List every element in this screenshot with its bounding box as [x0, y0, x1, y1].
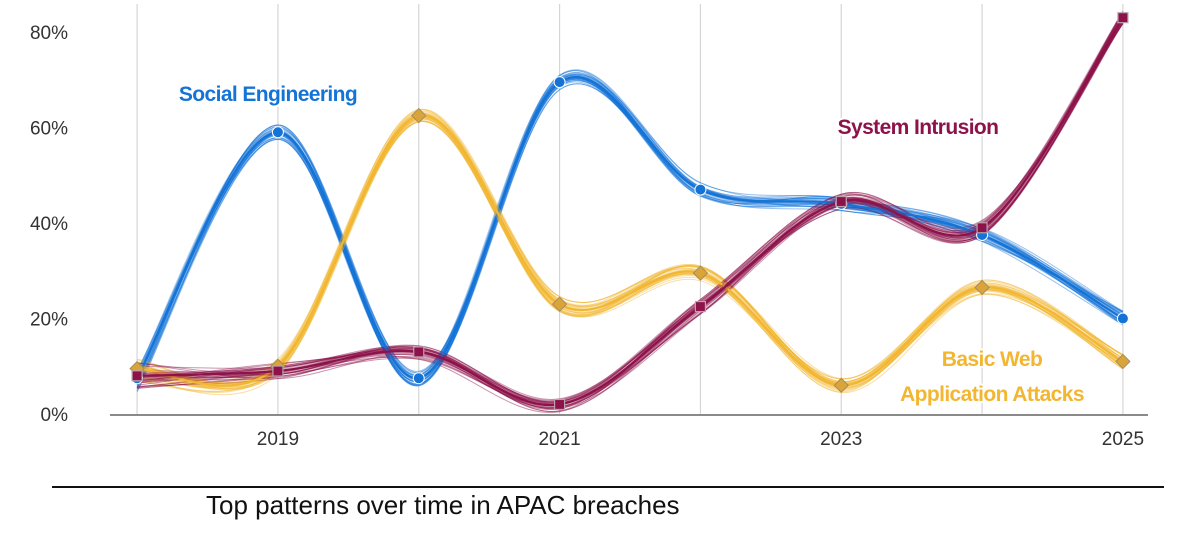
chart-caption: Top patterns over time in APAC breaches: [206, 490, 680, 520]
chart: 0% 20% 40% 60% 80% 2019 2021 2023 2025 Social E…: [30, 4, 1148, 450]
bundle-line: [137, 121, 1124, 390]
bundle-line: [137, 23, 1124, 404]
bundle-line: [137, 21, 1124, 412]
y-tick-label: 40%: [30, 214, 68, 235]
y-tick-label: 60%: [30, 119, 68, 140]
bundle-line: [137, 119, 1124, 388]
y-axis: 0% 20% 40% 60% 80%: [30, 23, 68, 426]
point-social-engineering: [271, 126, 284, 139]
point-system-intrusion: [131, 370, 143, 382]
series-label-system-intrusion: System Intrusion: [838, 116, 999, 139]
point-social-engineering: [1116, 312, 1129, 325]
x-tick-label: 2023: [820, 429, 862, 450]
bundle-line: [137, 12, 1124, 403]
series-label-basic-web-application-attacks: Basic Web: [942, 348, 1042, 371]
series-lines: [134, 15, 1126, 409]
point-basic-web-application-attacks: [692, 265, 709, 281]
x-tick-label: 2021: [538, 429, 580, 450]
point-basic-web-application-attacks: [1115, 353, 1131, 370]
bundle-line: [136, 83, 1124, 388]
point-social-engineering: [412, 372, 425, 385]
point-basic-web-application-attacks: [974, 279, 990, 296]
bundle-line: [137, 13, 1124, 406]
point-basic-web-application-attacks: [833, 377, 849, 394]
x-axis: 2019 2021 2023 2025: [110, 414, 1148, 450]
point-system-intrusion: [976, 222, 988, 234]
y-tick-label: 80%: [30, 23, 68, 44]
bundle-line: [137, 19, 1124, 406]
point-basic-web-application-attacks: [411, 107, 427, 124]
point-social-engineering: [694, 183, 707, 196]
bundle-line: [137, 109, 1124, 390]
bundle-line: [137, 120, 1124, 387]
series-label-basic-web-application-attacks: Application Attacks: [900, 383, 1084, 406]
point-system-intrusion: [694, 300, 707, 313]
y-tick-label: 0%: [41, 405, 69, 426]
point-social-engineering: [553, 76, 566, 89]
point-system-intrusion: [1117, 12, 1129, 24]
bundle-line: [137, 119, 1124, 384]
bundle-line: [137, 115, 1124, 387]
caption-divider: [52, 486, 1164, 488]
bundle-line: [137, 20, 1124, 403]
point-system-intrusion: [553, 398, 566, 411]
bundle-line: [137, 18, 1124, 405]
bundle-line: [137, 22, 1124, 400]
band-system-intrusion: [136, 15, 1126, 409]
band-basic-web-application-attacks: [136, 112, 1125, 389]
point-system-intrusion: [272, 365, 284, 377]
bundle-line: [137, 14, 1124, 406]
point-system-intrusion: [413, 346, 425, 358]
bundle-line: [137, 121, 1124, 385]
bundle-line: [137, 120, 1124, 385]
series-label-social-engineering: Social Engineering: [179, 83, 357, 106]
line-system-intrusion: [137, 17, 1124, 407]
bundle-line: [137, 13, 1124, 401]
x-tick-label: 2019: [257, 429, 299, 450]
y-tick-label: 20%: [30, 310, 68, 331]
point-basic-web-application-attacks: [551, 296, 568, 312]
bundle-line: [137, 115, 1124, 389]
x-tick-label: 2025: [1102, 429, 1144, 450]
bundle-line: [137, 112, 1124, 393]
bundle-line: [137, 111, 1124, 387]
bundle-line: [137, 22, 1124, 402]
bundle-line: [137, 20, 1124, 403]
bundle-line: [137, 23, 1124, 403]
series-labels: Social Engineering Basic Web Application A…: [177, 81, 1087, 408]
bundle-line: [137, 121, 1124, 386]
bundle-line: [137, 13, 1124, 407]
bundle-line: [137, 117, 1124, 388]
point-system-intrusion: [835, 195, 847, 208]
series-markers: [129, 12, 1131, 411]
line-basic-web-application-attacks: [137, 114, 1124, 387]
